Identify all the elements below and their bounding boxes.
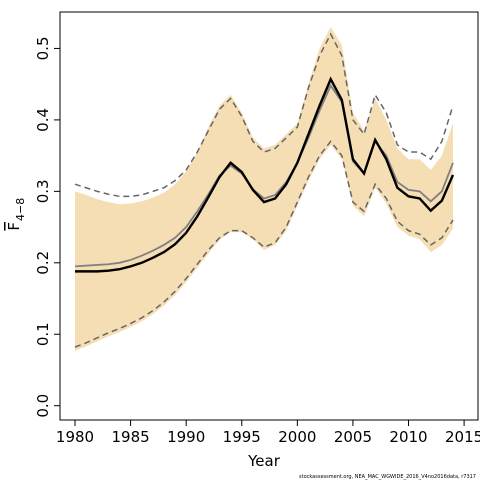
series-line	[74, 83, 454, 268]
plot-frame	[59, 11, 479, 421]
y-tick-label-group: 0.3	[34, 179, 52, 203]
x-tick-label: 1995	[223, 428, 261, 446]
y-tick-label: 0.5	[34, 37, 52, 61]
y-tick-label-group: 0.0	[34, 394, 52, 418]
y-tick-label-group: 0.4	[34, 108, 52, 132]
confidence-band	[75, 27, 453, 351]
x-tick-label: 2015	[445, 428, 480, 446]
y-tick-label: 0.1	[34, 322, 52, 346]
x-tick-label: 1985	[111, 428, 149, 446]
y-axis-label-sub: 4−8	[14, 198, 27, 221]
x-tick-label: 1980	[56, 428, 94, 446]
series-line	[74, 140, 454, 348]
footnote: stockassessment.org, NEA_MAC_WGWIDE_2016…	[299, 474, 476, 480]
y-tick-label-group: 0.1	[34, 322, 52, 346]
y-tick-label: 0.2	[34, 251, 52, 275]
x-axis-label: Year	[247, 452, 281, 470]
y-tick-label: 0.3	[34, 179, 52, 203]
y-axis-label-group: F 4−8	[5, 198, 27, 231]
x-tick-label: 2000	[278, 428, 316, 446]
y-tick-label-group: 0.5	[34, 37, 52, 61]
y-tick-label: 0.0	[34, 394, 52, 418]
x-tick-label: 2005	[334, 428, 372, 446]
y-tick-label: 0.4	[34, 108, 52, 132]
x-tick-label: 1990	[167, 428, 205, 446]
series-line	[74, 32, 454, 198]
series-line	[75, 76, 455, 273]
x-tick-label: 2010	[389, 428, 427, 446]
y-tick-label-group: 0.2	[34, 251, 52, 275]
y-axis-label: F	[5, 222, 23, 231]
